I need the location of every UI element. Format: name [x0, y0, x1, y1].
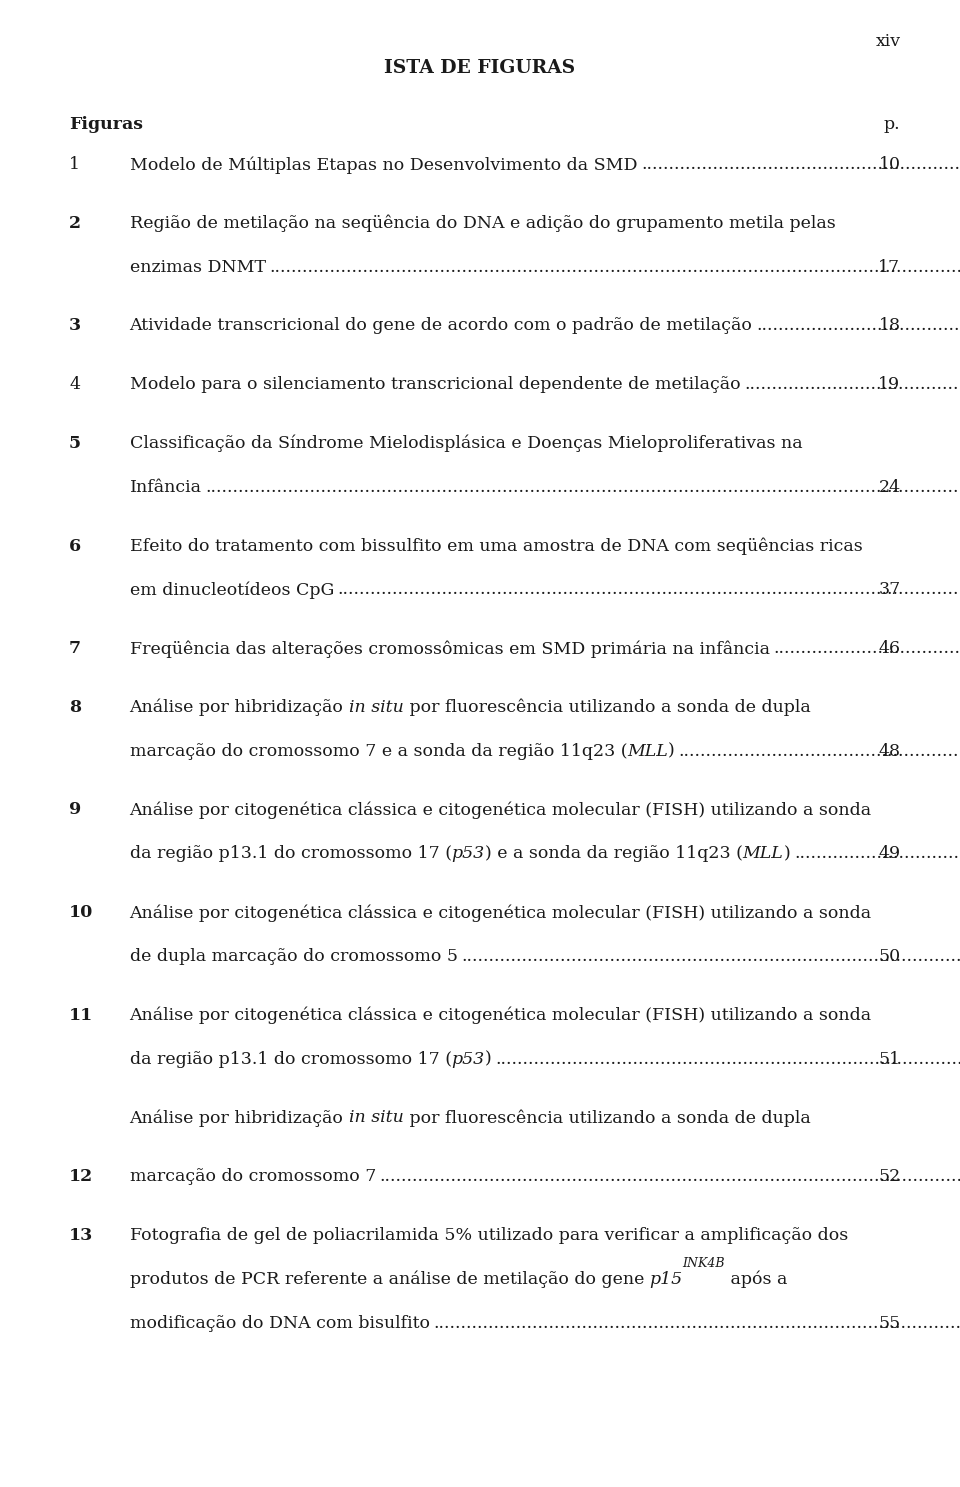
Text: 48: 48 [878, 742, 900, 760]
Text: 55: 55 [878, 1315, 900, 1331]
Text: p53: p53 [451, 1050, 485, 1068]
Text: Modelo de Múltiplas Etapas no Desenvolvimento da SMD: Modelo de Múltiplas Etapas no Desenvolvi… [130, 156, 637, 174]
Text: 49: 49 [878, 845, 900, 862]
Text: Região de metilação na seqüência do DNA e adição do grupamento metila pelas: Região de metilação na seqüência do DNA … [130, 214, 835, 232]
Text: Fotografia de gel de poliacrilamida 5% utilizado para verificar a amplificação d: Fotografia de gel de poliacrilamida 5% u… [130, 1227, 848, 1243]
Text: 51: 51 [878, 1050, 900, 1068]
Text: p53: p53 [451, 845, 485, 862]
Text: ................................................................................: ........................................… [434, 1315, 960, 1331]
Text: 12: 12 [69, 1167, 93, 1185]
Text: 11: 11 [69, 1007, 93, 1023]
Text: INK4B: INK4B [683, 1257, 725, 1270]
Text: 10: 10 [878, 156, 900, 172]
Text: 52: 52 [878, 1167, 900, 1185]
Text: após a: após a [725, 1270, 787, 1288]
Text: 1: 1 [69, 156, 80, 172]
Text: 4: 4 [69, 376, 80, 393]
Text: Freqüência das alterações cromossômicas em SMD primária na infância: Freqüência das alterações cromossômicas … [130, 639, 770, 657]
Text: ................................................................................: ........................................… [270, 259, 960, 275]
Text: Análise por hibridização: Análise por hibridização [130, 699, 349, 717]
Text: ................................................................................: ........................................… [641, 156, 960, 172]
Text: Infância: Infância [130, 479, 202, 495]
Text: MLL: MLL [627, 742, 668, 760]
Text: ): ) [668, 742, 675, 760]
Text: ): ) [485, 1050, 492, 1068]
Text: 7: 7 [69, 639, 82, 657]
Text: Atividade transcricional do gene de acordo com o padrão de metilação: Atividade transcricional do gene de acor… [130, 317, 753, 335]
Text: 19: 19 [878, 376, 900, 393]
Text: Figuras: Figuras [69, 116, 143, 132]
Text: MLL: MLL [743, 845, 783, 862]
Text: ................................................................................: ........................................… [338, 581, 960, 598]
Text: da região p13.1 do cromossomo 17 (: da região p13.1 do cromossomo 17 ( [130, 1050, 451, 1068]
Text: 50: 50 [878, 947, 900, 965]
Text: da região p13.1 do cromossomo 17 (: da região p13.1 do cromossomo 17 ( [130, 845, 451, 862]
Text: enzimas DNMT: enzimas DNMT [130, 259, 266, 275]
Text: por fluorescência utilizando a sonda de dupla: por fluorescência utilizando a sonda de … [404, 1109, 810, 1127]
Text: 9: 9 [69, 801, 82, 818]
Text: in situ: in situ [349, 699, 404, 715]
Text: Análise por citogenética clássica e citogenética molecular (FISH) utilizando a s: Análise por citogenética clássica e cito… [130, 1007, 872, 1025]
Text: ................................................................................: ........................................… [495, 1050, 960, 1068]
Text: in situ: in situ [349, 1109, 404, 1126]
Text: 24: 24 [878, 479, 900, 495]
Text: Análise por citogenética clássica e citogenética molecular (FISH) utilizando a s: Análise por citogenética clássica e cito… [130, 801, 872, 819]
Text: ................................................................................: ........................................… [205, 479, 960, 495]
Text: 10: 10 [69, 904, 93, 920]
Text: ): ) [783, 845, 790, 862]
Text: ................................................................................: ........................................… [380, 1167, 960, 1185]
Text: ................................................................................: ........................................… [774, 639, 960, 657]
Text: 2: 2 [69, 214, 81, 232]
Text: de dupla marcação do cromossomo 5: de dupla marcação do cromossomo 5 [130, 947, 458, 965]
Text: ................................................................................: ........................................… [462, 947, 960, 965]
Text: 37: 37 [878, 581, 900, 598]
Text: em dinucleotídeos CpG: em dinucleotídeos CpG [130, 581, 334, 599]
Text: por fluorescência utilizando a sonda de dupla: por fluorescência utilizando a sonda de … [404, 699, 810, 717]
Text: 8: 8 [69, 699, 81, 715]
Text: modificação do DNA com bisulfito: modificação do DNA com bisulfito [130, 1315, 430, 1331]
Text: 17: 17 [878, 259, 900, 275]
Text: 6: 6 [69, 537, 82, 555]
Text: 18: 18 [878, 317, 900, 335]
Text: ) e a sonda da região 11q23 (: ) e a sonda da região 11q23 ( [485, 845, 743, 862]
Text: ................................................................................: ........................................… [744, 376, 960, 393]
Text: .............................................................................: ........................................… [794, 845, 960, 862]
Text: ................................................................................: ........................................… [756, 317, 960, 335]
Text: Classificação da Síndrome Mielodisplásica e Doenças Mieloproliferativas na: Classificação da Síndrome Mielodisplásic… [130, 434, 803, 452]
Text: Análise por citogenética clássica e citogenética molecular (FISH) utilizando a s: Análise por citogenética clássica e cito… [130, 904, 872, 922]
Text: p15: p15 [650, 1270, 683, 1288]
Text: Modelo para o silenciamento transcricional dependente de metilação: Modelo para o silenciamento transcricion… [130, 376, 740, 393]
Text: xiv: xiv [876, 33, 900, 49]
Text: 13: 13 [69, 1227, 93, 1243]
Text: ISTA DE FIGURAS: ISTA DE FIGURAS [384, 59, 576, 77]
Text: 5: 5 [69, 434, 82, 452]
Text: marcação do cromossomo 7 e a sonda da região 11q23 (: marcação do cromossomo 7 e a sonda da re… [130, 742, 627, 760]
Text: 46: 46 [878, 639, 900, 657]
Text: produtos de PCR referente a análise de metilação do gene: produtos de PCR referente a análise de m… [130, 1270, 650, 1288]
Text: Análise por hibridização: Análise por hibridização [130, 1109, 349, 1127]
Text: Efeito do tratamento com bissulfito em uma amostra de DNA com seqüências ricas: Efeito do tratamento com bissulfito em u… [130, 537, 862, 555]
Text: p.: p. [884, 116, 900, 132]
Text: marcação do cromossomo 7: marcação do cromossomo 7 [130, 1167, 376, 1185]
Text: ................................................................................: ........................................… [679, 742, 960, 760]
Text: 3: 3 [69, 317, 82, 335]
